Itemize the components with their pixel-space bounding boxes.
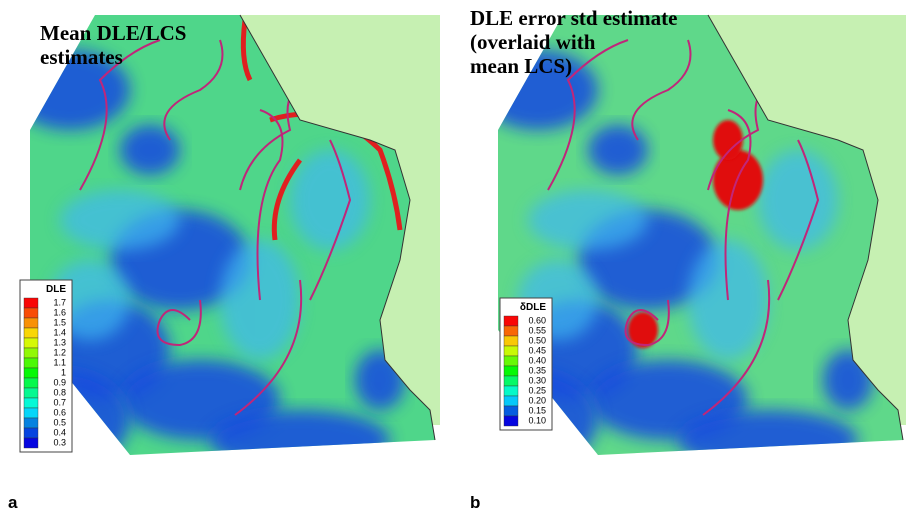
high-region	[713, 120, 743, 160]
color-swatch	[23, 387, 39, 399]
color-swatch	[23, 397, 39, 409]
color-swatch	[23, 377, 39, 389]
low-region	[678, 410, 858, 455]
lcs-curve	[724, 109, 752, 301]
color-swatch	[23, 307, 39, 319]
lcs-curve	[156, 299, 202, 347]
legend-tick: 0.60	[528, 315, 546, 325]
legend-tick: 0.20	[528, 395, 546, 405]
color-swatch	[23, 327, 39, 339]
color-swatch	[23, 297, 39, 309]
color-swatch	[503, 325, 519, 337]
panel-label: a	[8, 493, 18, 512]
lcs-curve	[547, 39, 629, 191]
legend-tick: 0.7	[53, 397, 66, 407]
coastline	[239, 14, 436, 441]
lcs-curve	[631, 39, 692, 141]
legend-tick: 0.3	[53, 437, 66, 447]
legend-tick: 0.4	[53, 427, 66, 437]
legend-tick: 0.6	[53, 407, 66, 417]
legend-tick: 1.7	[53, 297, 66, 307]
color-swatch	[503, 355, 519, 367]
legend-tick: 0.25	[528, 385, 546, 395]
legend-tick: 1.4	[53, 327, 66, 337]
legend-tick: 0.9	[53, 377, 66, 387]
panel-title: mean LCS)	[470, 54, 572, 78]
color-swatch	[23, 427, 39, 439]
mid-region	[60, 190, 180, 250]
low-region	[588, 125, 648, 175]
lcs-curve	[163, 39, 224, 141]
low-region	[210, 410, 390, 455]
color-swatch	[503, 345, 519, 357]
color-swatch	[23, 367, 39, 379]
lcs-curve	[79, 39, 161, 191]
panel-title: (overlaid with	[470, 30, 596, 54]
color-swatch	[503, 315, 519, 327]
lcs-curve	[777, 139, 820, 301]
color-swatch	[23, 357, 39, 369]
panel-b: DLE error std estimate(overlaid withmean…	[470, 6, 906, 512]
color-swatch	[23, 347, 39, 359]
color-swatch	[503, 375, 519, 387]
panel-title: DLE error std estimate	[470, 6, 677, 30]
legend-tick: 0.50	[528, 335, 546, 345]
panel-title: Mean DLE/LCS	[40, 21, 186, 45]
legend-tick: 0.55	[528, 325, 546, 335]
legend-tick: 0.5	[53, 417, 66, 427]
lcs-curve	[624, 299, 670, 347]
legend-tick: 0.35	[528, 365, 546, 375]
legend-tick: 0.8	[53, 387, 66, 397]
lcs-curve	[309, 139, 352, 301]
panel-label: b	[470, 493, 480, 512]
color-swatch	[23, 317, 39, 329]
legend-tick: 0.40	[528, 355, 546, 365]
mid-region	[290, 150, 370, 250]
high-region	[628, 312, 658, 348]
ridge	[240, 19, 253, 82]
legend-tick: 0.10	[528, 415, 546, 425]
color-swatch	[23, 407, 39, 419]
legend-tick: 0.15	[528, 405, 546, 415]
color-swatch	[23, 337, 39, 349]
lcs-curve	[256, 109, 284, 301]
legend-tick: 1.6	[53, 307, 66, 317]
mid-region	[528, 190, 648, 250]
color-swatch	[503, 415, 519, 427]
legend-tick: 1.1	[53, 357, 66, 367]
lcs-curve	[702, 279, 771, 416]
legend-tick: 0.30	[528, 375, 546, 385]
low-region	[120, 125, 180, 175]
legend-title: DLE	[46, 284, 66, 295]
lcs-curve	[234, 279, 303, 416]
mid-region	[758, 150, 838, 250]
legend-tick: 1.3	[53, 337, 66, 347]
color-swatch	[503, 335, 519, 347]
color-swatch	[503, 385, 519, 397]
legend-title: δDLE	[520, 302, 546, 313]
legend-tick: 1.5	[53, 317, 66, 327]
color-swatch	[23, 437, 39, 449]
ridge	[271, 158, 303, 241]
legend-tick: 0.45	[528, 345, 546, 355]
panel-title: estimates	[40, 45, 123, 69]
coastline	[707, 14, 904, 441]
color-swatch	[503, 365, 519, 377]
color-swatch	[23, 417, 39, 429]
legend-tick: 1	[61, 367, 66, 377]
color-swatch	[503, 395, 519, 407]
color-swatch	[503, 405, 519, 417]
legend-tick: 1.2	[53, 347, 66, 357]
